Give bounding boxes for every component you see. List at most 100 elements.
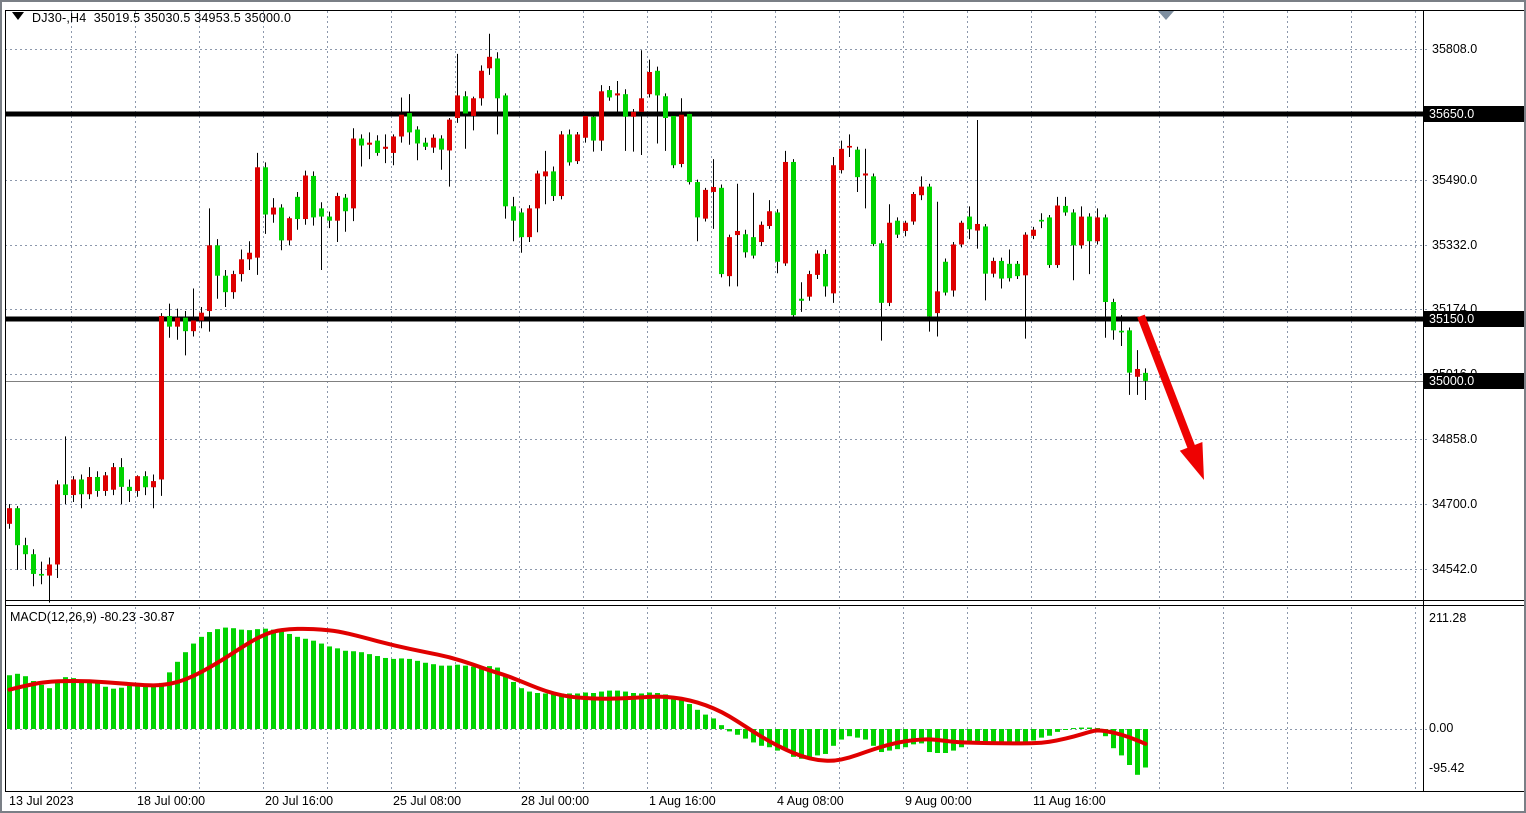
macd-histogram-bar [799,729,804,759]
price-tick-label: 35490.0 [1432,172,1478,187]
candle-body [135,476,140,491]
chart-shift-marker-icon[interactable] [1158,11,1174,20]
macd-histogram-bar [55,681,60,729]
macd-histogram-bar [279,631,284,729]
macd-histogram-bar [959,729,964,748]
candle-body [567,134,572,163]
macd-histogram-bar [1023,729,1028,743]
macd-histogram-bar [991,729,996,745]
macd-histogram-bar [463,665,468,729]
candle-body [863,173,868,176]
candle-body [775,212,780,262]
candle-body [495,58,500,99]
price-badge: 35150.0 [1424,311,1524,328]
macd-histogram-bar [631,693,636,729]
candle-body [999,260,1004,279]
macd-histogram-bar [39,684,44,729]
candle-body [719,187,724,275]
macd-histogram-bar [1111,729,1116,749]
macd-scale-min: -95.42 [1429,761,1465,775]
macd-histogram-bar [887,729,892,751]
macd-histogram-bar [103,686,108,729]
candle-body [823,253,828,287]
candle-body [335,196,340,221]
candle-body [167,315,172,327]
candle-body [183,317,188,332]
macd-histogram-bar [495,667,500,729]
candle-body [575,134,580,162]
macd-histogram-bar [439,665,444,729]
candle-body [695,182,700,218]
macd-histogram-bar [1055,729,1060,732]
candle-body [607,90,612,98]
candle-body [903,222,908,231]
candle-body [239,259,244,275]
price-tick-label: 34700.0 [1432,497,1478,512]
candle-body [191,320,196,332]
candle-body [879,243,884,303]
candle-body [551,171,556,197]
macd-histogram-bar [95,683,100,729]
macd-histogram-bar [1143,729,1148,768]
macd-histogram-bar [535,693,540,729]
macd-histogram-bar [711,718,716,729]
macd-histogram-bar [143,686,148,729]
macd-histogram-bar [399,658,404,729]
macd-histogram-bar [207,632,212,729]
candle-body [79,479,84,495]
candle-body [959,222,964,245]
macd-histogram-bar [983,729,988,744]
candle-body [815,253,820,275]
macd-histogram-bar [255,629,260,729]
trend-arrow-shaft[interactable] [1137,314,1197,454]
macd-histogram-bar [639,693,644,729]
macd-histogram-bar [847,729,852,737]
macd-histogram-bar [863,729,868,740]
time-axis-label: 9 Aug 00:00 [905,794,972,808]
candle-body [111,467,116,490]
macd-histogram-bar [559,693,564,729]
candle-body [703,189,708,219]
candle-body [391,136,396,153]
candle-body [287,218,292,241]
macd-indicator-label: MACD(12,26,9) -80.23 -30.87 [10,610,175,624]
candle-body [855,149,860,178]
macd-histogram-bar [695,709,700,729]
macd-histogram-bar [447,665,452,729]
macd-scale-max: 211.28 [1429,611,1467,625]
candle-body [1079,216,1084,246]
macd-histogram-bar [871,729,876,746]
macd-histogram-bar [703,714,708,729]
macd-histogram-bar [511,681,516,729]
macd-histogram-bar [775,729,780,751]
candle-body [839,148,844,171]
macd-histogram-bar [151,685,156,729]
macd-histogram-bar [679,699,684,729]
macd-histogram-bar [175,661,180,729]
macd-histogram-bar [687,704,692,729]
candle-body [591,116,596,141]
candle-body [943,261,948,293]
macd-histogram-bar [823,729,828,754]
candle-body [343,197,348,212]
candle-body [151,481,156,488]
candle-body [159,315,164,480]
trend-arrow-head[interactable] [1179,442,1204,480]
candle-body [599,91,604,141]
candle-body [663,96,668,119]
candle-body [263,167,268,215]
candle-body [647,72,652,95]
macd-histogram-bar [199,636,204,729]
macd-histogram-bar [31,681,36,729]
candle-body [87,476,92,495]
candle-body [39,573,44,576]
macd-histogram-bar [479,666,484,729]
time-axis-label: 13 Jul 2023 [9,794,74,808]
candle-body [1071,212,1076,246]
candle-body [487,56,492,69]
candle-body [215,245,220,276]
macd-histogram-bar [807,729,812,758]
candle-body [655,70,660,96]
candle-body [1095,217,1100,242]
